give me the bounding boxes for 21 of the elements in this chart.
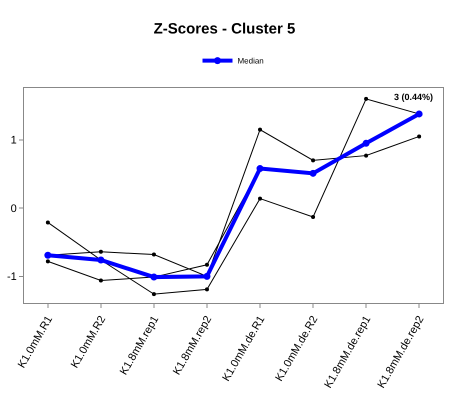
point: [311, 215, 316, 219]
y-tick-label: 0: [10, 202, 17, 215]
point: [364, 96, 368, 101]
annotation: 3 (0.44%): [394, 92, 434, 102]
point: [98, 278, 103, 282]
point: [364, 154, 368, 158]
point: [311, 158, 316, 162]
chart-title: Z-Scores - Cluster 5: [154, 20, 296, 38]
point: [258, 196, 262, 201]
y-tick-label: 1: [10, 134, 17, 147]
point: [204, 262, 209, 267]
point: [152, 252, 156, 257]
y-tick-label: -1: [7, 271, 17, 284]
point: [417, 134, 422, 138]
point: [46, 259, 50, 264]
point: [258, 128, 262, 132]
point: [204, 287, 209, 292]
point: [152, 292, 156, 296]
legend-label: Median: [238, 56, 264, 66]
point: [46, 220, 50, 224]
point: [98, 250, 103, 254]
